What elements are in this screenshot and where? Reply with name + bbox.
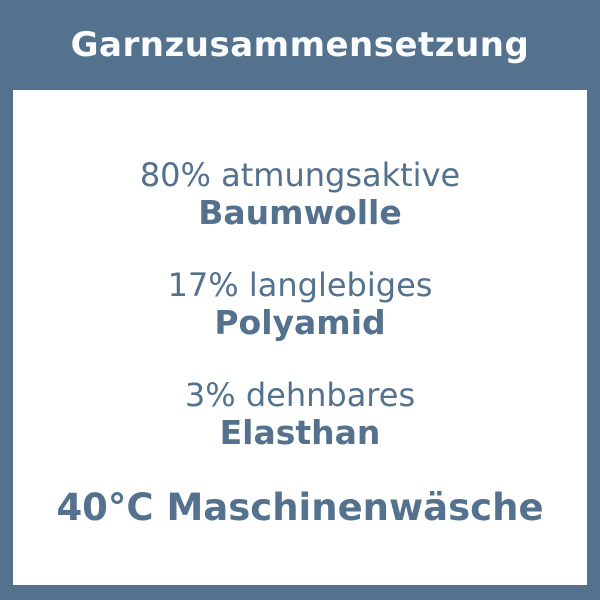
composition-descriptor: 3% dehnbares — [184, 376, 416, 414]
composition-item-cotton: 80% atmungsaktive Baumwolle — [13, 156, 587, 231]
content-panel: 80% atmungsaktive Baumwolle 17% langlebi… — [13, 90, 587, 585]
care-instruction: 40°C Maschinenwäsche — [56, 486, 544, 529]
page-title: Garnzusammensetzung — [70, 25, 530, 65]
composition-descriptor: 17% langlebiges — [167, 266, 433, 304]
composition-item-elastane: 3% dehnbares Elasthan — [13, 376, 587, 451]
composition-material: Baumwolle — [198, 193, 402, 232]
composition-material: Elasthan — [219, 413, 381, 452]
composition-material: Polyamid — [214, 303, 386, 342]
composition-descriptor: 80% atmungsaktive — [139, 156, 461, 194]
composition-item-polyamide: 17% langlebiges Polyamid — [13, 266, 587, 341]
